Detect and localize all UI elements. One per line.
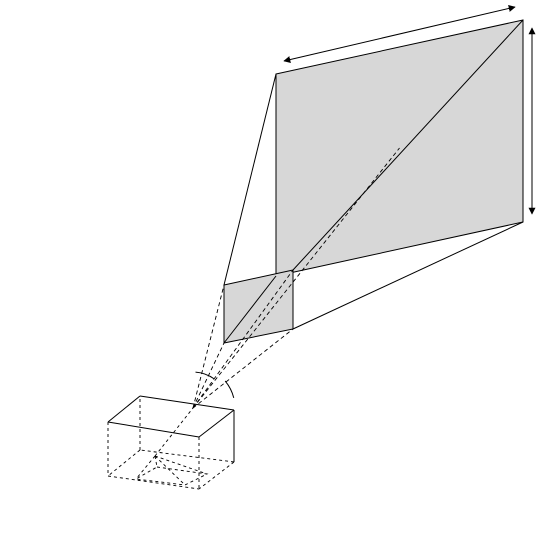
sensor-rect (136, 467, 207, 485)
fov-arc (196, 372, 215, 379)
camera-edge-hidden (108, 450, 140, 476)
camera-edge (108, 396, 140, 422)
fov-arc (225, 381, 234, 398)
camera-edge (199, 410, 234, 437)
near-plane (224, 270, 293, 343)
frustum-edge-near (193, 329, 293, 408)
camera-edge (140, 396, 234, 410)
inner-frustum-edge (136, 456, 155, 479)
camera-edge-hidden (199, 462, 234, 489)
camera-edge-hidden (140, 450, 234, 462)
camera-edge (108, 422, 199, 437)
camera-edge-hidden (108, 476, 199, 489)
inner-frustum-edge (155, 456, 207, 474)
inner-frustum-edge (155, 456, 185, 485)
frustum-edge-far (224, 74, 276, 285)
frustum-edge-near (193, 285, 224, 408)
lens-axis (155, 408, 193, 456)
